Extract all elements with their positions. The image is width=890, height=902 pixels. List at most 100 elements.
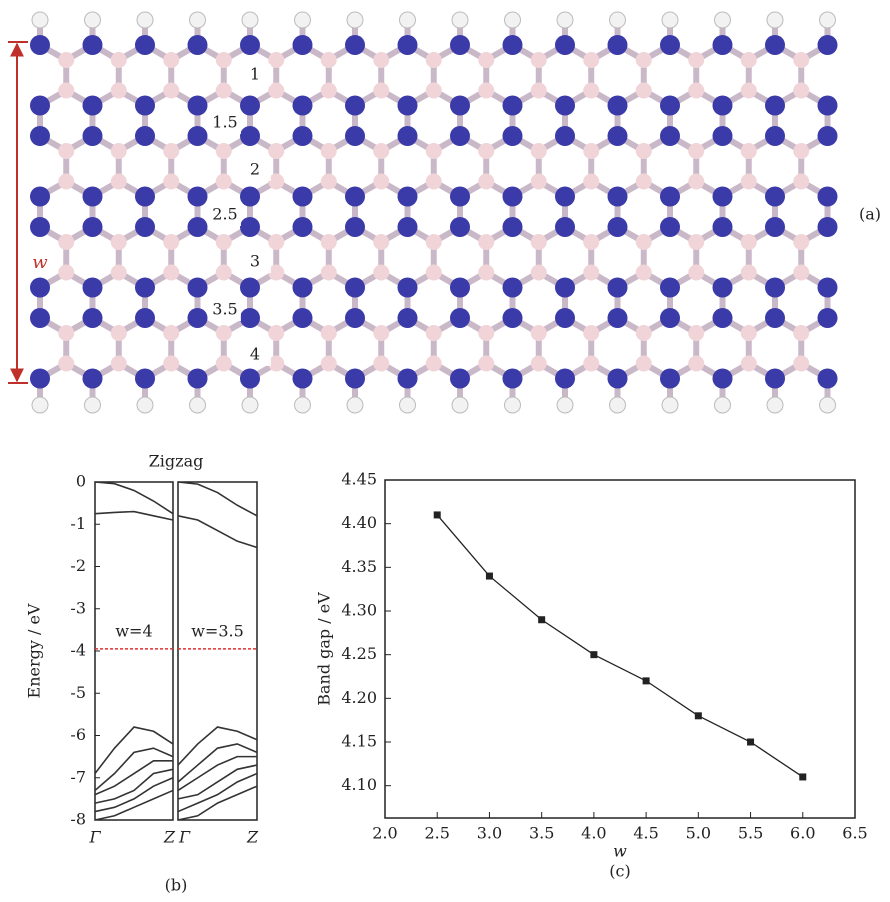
y-tick-label: 4.20 (341, 688, 377, 707)
atom (530, 82, 547, 99)
atom (450, 35, 470, 55)
atom (502, 35, 523, 55)
atom (30, 126, 50, 146)
atom (583, 52, 600, 68)
atom (110, 82, 127, 99)
atom (268, 173, 285, 190)
atom (345, 217, 365, 237)
y-tick-label: 4.10 (341, 775, 377, 794)
atom (187, 95, 208, 116)
x-tick-label: Γ (88, 828, 101, 847)
atom (607, 308, 628, 328)
atom (240, 368, 260, 389)
atom (478, 143, 495, 159)
y-tick-label: -5 (70, 683, 86, 702)
atom (555, 368, 575, 389)
atom (688, 264, 705, 281)
atom (555, 126, 575, 146)
band-line (94, 777, 174, 813)
atom (714, 11, 731, 29)
atom (292, 95, 313, 116)
atom (215, 234, 232, 250)
atom (530, 355, 547, 372)
x-tick-label: 2.5 (424, 824, 449, 843)
atom (712, 95, 733, 116)
y-tick-label: 4.35 (341, 557, 377, 576)
x-tick-label: 2.0 (372, 824, 397, 843)
atom (583, 264, 600, 281)
atom (609, 396, 626, 414)
atom (373, 355, 390, 372)
atom (320, 234, 337, 250)
row-label: 2 (250, 160, 260, 179)
band-line (177, 743, 258, 783)
atom (30, 35, 50, 55)
atom (607, 217, 628, 237)
point (799, 773, 807, 781)
width-label: w (32, 252, 48, 273)
atom (740, 143, 757, 159)
atom (240, 35, 260, 55)
atom (819, 11, 836, 29)
y-tick-label: -4 (70, 641, 86, 660)
band-line (94, 510, 174, 521)
atom (765, 217, 785, 237)
y-tick-label: -7 (70, 767, 86, 786)
atom (660, 95, 680, 116)
x-tick-label: Z (163, 828, 176, 847)
atom (268, 264, 285, 281)
atom (187, 126, 208, 146)
atom (58, 355, 75, 372)
atom (135, 308, 155, 328)
atom (712, 186, 733, 207)
atom (765, 308, 785, 328)
atom (397, 308, 418, 328)
atom (425, 82, 442, 99)
atom (268, 52, 285, 68)
atom (583, 234, 600, 250)
atom (187, 186, 208, 207)
atom (530, 234, 547, 250)
atom (607, 368, 628, 389)
atom (660, 217, 680, 237)
annotation: w=4 (115, 621, 152, 640)
atom (635, 234, 652, 250)
atom (136, 396, 154, 414)
atom (793, 325, 810, 341)
y-tick-label: 4.25 (341, 644, 377, 663)
atom (502, 368, 523, 389)
atom (84, 396, 101, 414)
atom (135, 95, 155, 116)
band-line (177, 772, 258, 813)
atom (712, 126, 733, 146)
atom (817, 126, 838, 146)
atom (793, 234, 810, 250)
atom (82, 186, 103, 207)
label-bg (239, 159, 271, 181)
band-line (94, 747, 174, 792)
atom (268, 143, 285, 159)
atom (660, 186, 680, 207)
atom (82, 217, 103, 237)
atom (530, 52, 547, 68)
atom (373, 234, 390, 250)
atom (58, 143, 75, 159)
atom (502, 186, 523, 207)
atom (373, 52, 390, 68)
atom (58, 173, 75, 190)
atom (345, 35, 365, 55)
atom (30, 95, 50, 116)
atom (268, 234, 285, 250)
atom (765, 186, 785, 207)
atom (82, 126, 103, 146)
atom (425, 234, 442, 250)
atom (660, 308, 680, 328)
atom (765, 368, 785, 389)
atom (583, 325, 600, 341)
atom (688, 52, 705, 68)
atom (189, 396, 206, 414)
atom (555, 186, 575, 207)
atom (82, 95, 103, 116)
atom (292, 35, 313, 55)
